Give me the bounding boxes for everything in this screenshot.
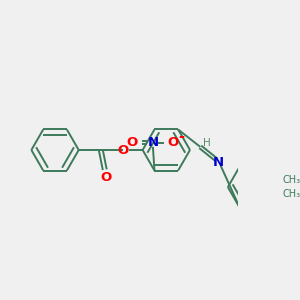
Text: CH₃: CH₃: [282, 175, 300, 185]
Text: O: O: [168, 136, 179, 149]
Text: N: N: [213, 156, 224, 169]
Text: -: -: [178, 129, 184, 144]
Text: O: O: [101, 171, 112, 184]
Text: N: N: [147, 136, 158, 149]
Text: O: O: [117, 143, 128, 157]
Text: CH₃: CH₃: [282, 189, 300, 199]
Text: H: H: [203, 138, 210, 148]
Text: O: O: [127, 136, 138, 149]
